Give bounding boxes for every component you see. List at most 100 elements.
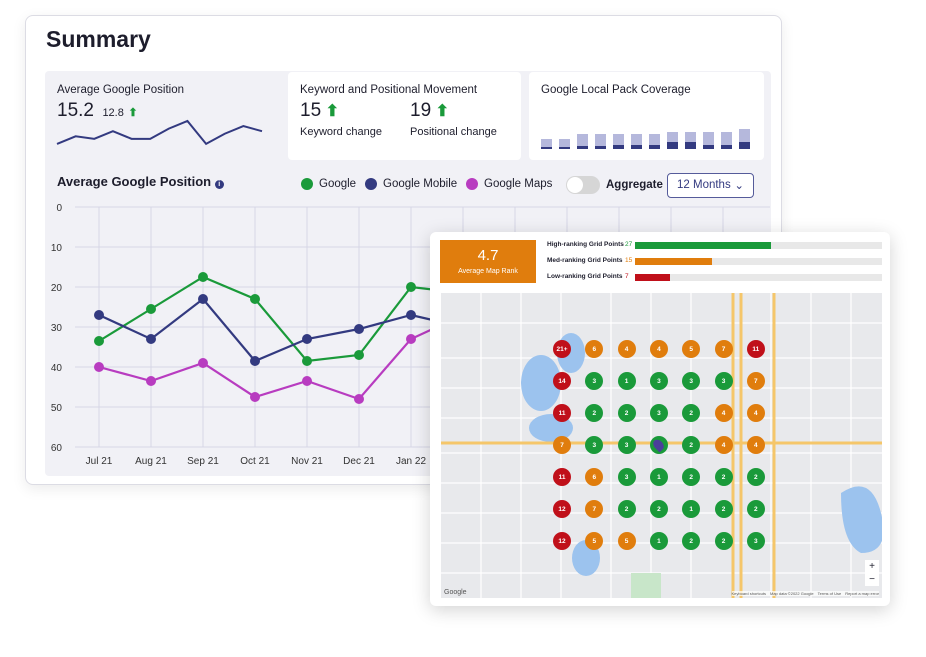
grid-point[interactable]: 11: [553, 468, 571, 486]
grid-point[interactable]: 4: [746, 404, 765, 422]
grid-point[interactable]: 2: [585, 404, 604, 422]
grid-point[interactable]: 3: [649, 372, 668, 390]
data-point: [302, 334, 312, 344]
grid-point[interactable]: 7: [553, 436, 571, 454]
data-point: [198, 272, 208, 282]
data-point: [302, 376, 312, 386]
grid-point[interactable]: 4: [714, 404, 733, 422]
grid-point[interactable]: 4: [714, 436, 733, 454]
grid-point[interactable]: 1: [617, 372, 636, 390]
data-point: [198, 358, 208, 368]
data-point: [250, 356, 260, 366]
grid-point[interactable]: 1: [649, 532, 668, 550]
grid-point[interactable]: 4: [617, 340, 636, 358]
coverage-bar: [577, 133, 588, 149]
data-point: [354, 324, 364, 334]
grid-point[interactable]: 3: [585, 436, 604, 454]
grid-point[interactable]: 7: [714, 340, 733, 358]
legend-google-maps[interactable]: Google Maps: [466, 178, 552, 190]
grid-point[interactable]: 3: [746, 532, 765, 550]
grid-point[interactable]: 1: [682, 500, 701, 518]
grid-point[interactable]: 6: [585, 340, 604, 358]
grid-point[interactable]: 12: [553, 500, 571, 518]
data-point: [354, 350, 364, 360]
grid-point[interactable]: 3: [682, 372, 701, 390]
y-tick-label: 0: [56, 203, 62, 214]
aggregate-toggle[interactable]: Aggregate: [566, 176, 663, 194]
grid-point[interactable]: 3: [617, 436, 636, 454]
grid-point[interactable]: 21+: [553, 340, 571, 358]
grid-map[interactable]: Google Keyboard shortcuts Map data ©2022 …: [441, 293, 882, 598]
coverage-bar: [541, 139, 552, 149]
info-icon[interactable]: i: [214, 180, 224, 189]
y-tick-label: 10: [51, 243, 63, 254]
coverage-bar: [685, 132, 696, 149]
rank-bar: [635, 258, 882, 265]
grid-point[interactable]: 7: [585, 500, 604, 518]
avg-value: 15.2: [57, 100, 94, 121]
zoom-out-button[interactable]: −: [869, 574, 875, 585]
x-tick-label: Nov 21: [291, 456, 323, 467]
grid-point[interactable]: 2: [714, 468, 733, 486]
y-tick-label: 40: [51, 363, 63, 374]
rank-row: Low-ranking Grid Points 7: [547, 273, 629, 280]
toggle-switch[interactable]: [566, 176, 600, 194]
zoom-controls[interactable]: + −: [865, 560, 879, 586]
coverage-bar: [613, 133, 624, 149]
coverage-bar: [703, 132, 714, 149]
grid-point[interactable]: 3: [617, 468, 636, 486]
grid-point[interactable]: 2: [617, 404, 636, 422]
grid-point[interactable]: 7: [746, 372, 765, 390]
arrow-up-icon: ⬆: [435, 103, 449, 120]
grid-point[interactable]: 11: [746, 340, 765, 358]
sparkline: [56, 119, 263, 146]
grid-point[interactable]: 2: [746, 468, 765, 486]
series-line: [98, 314, 464, 401]
range-select[interactable]: 12 Months ⌄: [667, 173, 754, 198]
grid-point[interactable]: 12: [553, 532, 571, 550]
coverage-tile[interactable]: Google Local Pack Coverage: [529, 72, 764, 160]
grid-point[interactable]: 2: [714, 500, 733, 518]
data-point: [406, 282, 416, 292]
y-tick-label: 30: [51, 323, 63, 334]
grid-point[interactable]: 5: [585, 532, 604, 550]
grid-point[interactable]: 11: [553, 404, 571, 422]
grid-point[interactable]: 14: [553, 372, 571, 390]
grid-point[interactable]: 3: [649, 404, 668, 422]
page-title: Summary: [46, 26, 151, 52]
legend-google-mobile[interactable]: Google Mobile: [365, 178, 457, 190]
avg-position-tile[interactable]: Average Google Position 15.2 12.8 ⬆: [45, 72, 280, 160]
rank-row: Med-ranking Grid Points 15: [547, 257, 633, 264]
coverage-bars: [541, 119, 750, 149]
google-maps-dot-icon: [466, 178, 478, 190]
location-pin-icon[interactable]: [649, 436, 668, 454]
grid-point[interactable]: 2: [682, 404, 701, 422]
grid-point[interactable]: 2: [649, 500, 668, 518]
tile-heading: Average Google Position: [57, 84, 185, 96]
grid-point[interactable]: 2: [746, 500, 765, 518]
grid-point[interactable]: 5: [617, 532, 636, 550]
data-point: [146, 334, 156, 344]
rank-bar: [635, 242, 882, 249]
grid-point[interactable]: 4: [746, 436, 765, 454]
arrow-up-icon: ⬆: [128, 107, 138, 119]
grid-point[interactable]: 2: [714, 532, 733, 550]
movement-tile[interactable]: Keyword and Positional Movement 15 ⬆ Key…: [288, 72, 521, 160]
legend-google[interactable]: Google: [301, 178, 356, 190]
keyword-value: 15: [300, 100, 322, 121]
data-point: [198, 294, 208, 304]
zoom-in-button[interactable]: +: [869, 561, 875, 572]
grid-point[interactable]: 5: [682, 340, 701, 358]
rank-bar: [635, 274, 882, 281]
grid-point[interactable]: 1: [649, 468, 668, 486]
grid-point[interactable]: 2: [617, 500, 636, 518]
grid-point[interactable]: 4: [649, 340, 668, 358]
grid-point[interactable]: 3: [714, 372, 733, 390]
grid-point[interactable]: 6: [585, 468, 604, 486]
grid-point[interactable]: 2: [682, 436, 701, 454]
y-tick-label: 60: [51, 443, 63, 454]
grid-point[interactable]: 2: [682, 532, 701, 550]
grid-point[interactable]: 2: [682, 468, 701, 486]
map-footer: Keyboard shortcuts Map data ©2022 Google T…: [731, 591, 879, 596]
grid-point[interactable]: 3: [585, 372, 604, 390]
